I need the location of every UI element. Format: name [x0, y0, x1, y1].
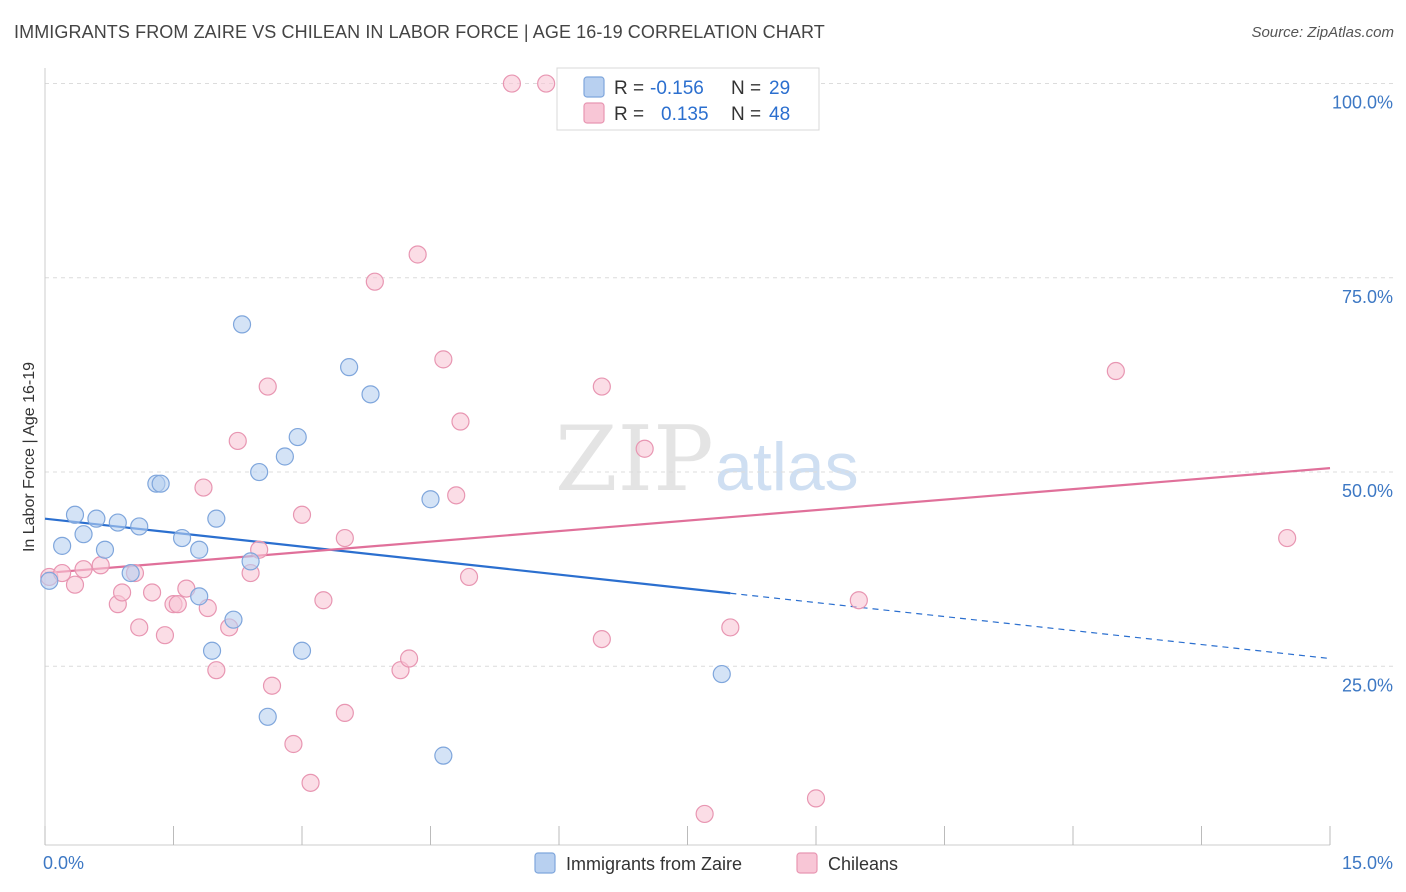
data-point-zaire	[130, 517, 149, 536]
y-tick-label: 50.0%	[1342, 481, 1393, 501]
data-point-zaire	[40, 571, 59, 590]
data-point-zaire	[250, 462, 269, 482]
data-point-chileans	[592, 377, 611, 396]
data-point-zaire	[207, 509, 226, 528]
y-tick-label: 100.0%	[1332, 93, 1393, 113]
bottom-legend-swatch-chileans	[796, 852, 818, 874]
data-point-zaire	[121, 563, 140, 583]
data-point-chileans	[447, 486, 466, 505]
data-point-chileans	[228, 431, 247, 451]
data-point-chileans	[130, 618, 149, 637]
data-point-chileans	[74, 560, 93, 579]
data-point-chileans	[1278, 528, 1297, 548]
data-point-chileans	[502, 74, 521, 93]
data-point-chileans	[399, 649, 419, 668]
data-point-chileans	[207, 661, 226, 680]
legend-swatch-chileans	[583, 102, 605, 124]
y-tick-label: 25.0%	[1342, 675, 1393, 695]
data-point-zaire	[190, 540, 209, 559]
data-point-zaire	[224, 610, 243, 629]
data-point-chileans	[537, 74, 556, 93]
data-point-chileans	[194, 478, 213, 497]
data-point-chileans	[112, 583, 132, 602]
data-point-zaire	[292, 641, 312, 660]
legend-swatch-zaire	[583, 76, 605, 98]
data-point-chileans	[155, 626, 175, 645]
data-point-zaire	[241, 552, 260, 571]
x-tick-label-min: 0.0%	[43, 853, 84, 873]
data-point-chileans	[451, 412, 470, 431]
data-point-chileans	[142, 583, 162, 602]
data-point-zaire	[108, 513, 127, 532]
chart-title: IMMIGRANTS FROM ZAIRE VS CHILEAN IN LABO…	[14, 22, 825, 42]
stats-legend: R = -0.156 N = 29 R = 0.135 N = 48	[556, 67, 820, 131]
data-point-chileans	[335, 703, 354, 723]
data-point-zaire	[172, 528, 192, 548]
data-point-zaire	[74, 525, 93, 544]
bottom-legend-label-zaire: Immigrants from Zaire	[566, 854, 742, 874]
data-point-chileans	[301, 773, 320, 792]
legend-n-value-zaire: 29	[769, 78, 790, 99]
bottom-legend-label-chileans: Chileans	[828, 854, 898, 874]
data-point-chileans	[849, 591, 868, 610]
series-zaire	[40, 315, 731, 765]
data-point-chileans	[91, 556, 110, 575]
legend-n-label-chileans: N =	[731, 104, 761, 125]
data-point-zaire	[288, 427, 307, 447]
data-point-chileans	[335, 528, 354, 548]
data-point-chileans	[314, 591, 333, 610]
data-point-zaire	[340, 358, 359, 377]
bottom-legend-swatch-zaire	[534, 852, 556, 874]
data-point-zaire	[87, 509, 106, 528]
data-point-zaire	[151, 474, 170, 493]
legend-n-label-zaire: N =	[731, 78, 761, 99]
data-point-chileans	[284, 734, 303, 754]
watermark-atlas: atlas	[715, 429, 859, 505]
x-ticks	[44, 826, 1331, 845]
legend-n-value-chileans: 48	[769, 104, 790, 125]
data-point-zaire	[361, 385, 380, 404]
data-point-zaire	[275, 447, 294, 466]
data-point-zaire	[258, 707, 277, 726]
data-point-zaire	[53, 536, 72, 555]
legend-r-label-chileans: R =	[614, 104, 644, 125]
data-point-chileans	[408, 245, 427, 264]
y-tick-label: 75.0%	[1342, 287, 1393, 307]
data-point-zaire	[421, 490, 440, 509]
data-point-zaire	[434, 746, 453, 765]
data-point-zaire	[190, 587, 209, 606]
data-point-zaire	[232, 315, 252, 334]
source-label: Source: ZipAtlas.com	[1251, 24, 1394, 41]
data-point-zaire	[95, 540, 115, 559]
y-axis-label: In Labor Force | Age 16-19	[21, 362, 38, 552]
data-point-chileans	[292, 505, 312, 524]
legend-r-label-zaire: R =	[614, 78, 644, 99]
data-point-chileans	[592, 629, 611, 649]
data-point-chileans	[365, 272, 384, 291]
data-point-zaire	[65, 505, 85, 524]
data-point-chileans	[168, 595, 187, 614]
data-point-chileans	[721, 618, 740, 637]
legend-r-value-chileans: 0.135	[661, 104, 709, 125]
series-chileans	[40, 74, 1297, 824]
data-point-chileans	[258, 377, 277, 396]
data-point-chileans	[434, 350, 453, 369]
trend-line-zaire	[44, 517, 731, 595]
data-point-chileans	[1106, 361, 1125, 381]
watermark-zip: ZIP	[555, 407, 714, 512]
y-tick-labels: 25.0% 50.0% 75.0% 100.0%	[1332, 93, 1393, 696]
series-legend: Immigrants from Zaire Chileans	[534, 852, 898, 874]
data-point-chileans	[806, 789, 826, 808]
data-point-zaire	[712, 664, 731, 684]
trend-line-zaire-extrapolated	[730, 592, 1331, 660]
legend-r-value-zaire: -0.156	[650, 78, 704, 99]
data-point-chileans	[635, 439, 654, 458]
x-tick-label-max: 15.0%	[1342, 853, 1393, 873]
data-point-chileans	[65, 575, 85, 594]
data-point-chileans	[695, 804, 714, 824]
data-point-zaire	[202, 641, 222, 660]
data-point-chileans	[262, 676, 282, 695]
data-point-chileans	[459, 567, 479, 587]
